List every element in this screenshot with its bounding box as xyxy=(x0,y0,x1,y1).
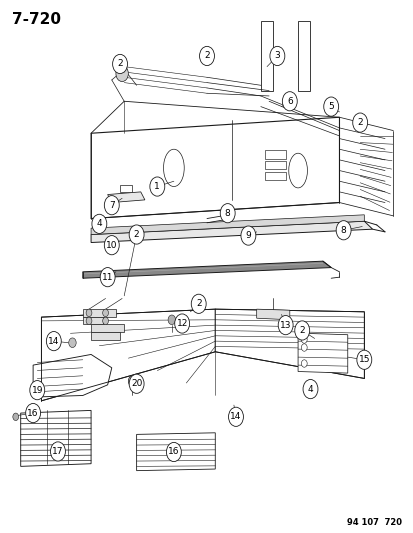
Circle shape xyxy=(102,317,108,325)
Polygon shape xyxy=(33,354,112,397)
Circle shape xyxy=(104,196,119,215)
Circle shape xyxy=(220,204,235,223)
Circle shape xyxy=(335,221,350,240)
Circle shape xyxy=(100,268,115,287)
Circle shape xyxy=(301,336,306,343)
Text: 3: 3 xyxy=(274,52,280,60)
Polygon shape xyxy=(91,117,339,219)
Polygon shape xyxy=(264,172,285,180)
Text: 94 107  720: 94 107 720 xyxy=(346,518,401,527)
Text: 9: 9 xyxy=(245,231,251,240)
Circle shape xyxy=(50,442,65,461)
Text: 16: 16 xyxy=(27,409,39,417)
Text: 2: 2 xyxy=(133,230,139,239)
Polygon shape xyxy=(91,332,120,340)
Text: 14: 14 xyxy=(230,413,241,421)
Text: 1: 1 xyxy=(154,182,160,191)
Circle shape xyxy=(191,294,206,313)
Polygon shape xyxy=(260,21,273,91)
Circle shape xyxy=(129,225,144,244)
Text: 2: 2 xyxy=(117,60,123,68)
Polygon shape xyxy=(41,309,215,401)
Text: 6: 6 xyxy=(286,97,292,106)
Text: 8: 8 xyxy=(340,226,346,235)
Text: 5: 5 xyxy=(328,102,333,111)
Polygon shape xyxy=(91,215,363,235)
Circle shape xyxy=(301,344,306,351)
Text: 7: 7 xyxy=(109,201,114,209)
Circle shape xyxy=(301,360,306,367)
Polygon shape xyxy=(21,410,91,466)
Text: 2: 2 xyxy=(356,118,362,127)
Circle shape xyxy=(166,442,181,462)
Circle shape xyxy=(128,376,136,386)
Text: 14: 14 xyxy=(48,337,59,345)
Circle shape xyxy=(116,66,128,82)
Circle shape xyxy=(93,221,101,232)
Circle shape xyxy=(69,338,76,348)
Polygon shape xyxy=(83,309,116,317)
Text: 20: 20 xyxy=(131,379,142,388)
Circle shape xyxy=(282,92,297,111)
Circle shape xyxy=(356,350,371,369)
Circle shape xyxy=(294,321,309,340)
Text: 2: 2 xyxy=(204,52,209,60)
Text: 2: 2 xyxy=(299,326,304,335)
Circle shape xyxy=(26,403,40,423)
Polygon shape xyxy=(297,21,310,91)
Polygon shape xyxy=(120,185,132,192)
Polygon shape xyxy=(107,192,145,203)
Polygon shape xyxy=(264,161,285,169)
Circle shape xyxy=(240,226,255,245)
Text: 19: 19 xyxy=(31,386,43,394)
Circle shape xyxy=(302,379,317,399)
Text: 12: 12 xyxy=(176,319,188,328)
Circle shape xyxy=(269,46,284,66)
Circle shape xyxy=(104,236,119,255)
Circle shape xyxy=(102,309,108,317)
Text: 2: 2 xyxy=(195,300,201,308)
Circle shape xyxy=(129,374,144,393)
Polygon shape xyxy=(297,333,347,373)
Text: 7-720: 7-720 xyxy=(12,12,61,27)
Polygon shape xyxy=(256,309,289,320)
Text: 16: 16 xyxy=(168,448,179,456)
Circle shape xyxy=(278,316,292,335)
Circle shape xyxy=(199,46,214,66)
Text: 15: 15 xyxy=(358,356,369,364)
Circle shape xyxy=(228,407,243,426)
Text: 13: 13 xyxy=(279,321,291,329)
Circle shape xyxy=(30,381,45,400)
Polygon shape xyxy=(91,324,124,332)
Text: 10: 10 xyxy=(106,241,117,249)
Circle shape xyxy=(86,317,92,325)
Circle shape xyxy=(150,177,164,196)
Circle shape xyxy=(174,314,189,333)
Text: 11: 11 xyxy=(102,273,113,281)
Polygon shape xyxy=(215,309,363,378)
Circle shape xyxy=(352,113,367,132)
Circle shape xyxy=(13,413,19,421)
Circle shape xyxy=(92,214,107,233)
Circle shape xyxy=(86,309,92,317)
Circle shape xyxy=(112,54,127,74)
Polygon shape xyxy=(136,433,215,471)
Polygon shape xyxy=(91,221,372,243)
Polygon shape xyxy=(264,150,285,159)
Text: 4: 4 xyxy=(96,220,102,228)
Text: 4: 4 xyxy=(307,385,313,393)
Circle shape xyxy=(46,332,61,351)
Circle shape xyxy=(323,97,338,116)
Text: 8: 8 xyxy=(224,209,230,217)
Text: 17: 17 xyxy=(52,447,64,456)
Circle shape xyxy=(168,315,175,325)
Polygon shape xyxy=(83,317,103,324)
Polygon shape xyxy=(83,261,330,278)
